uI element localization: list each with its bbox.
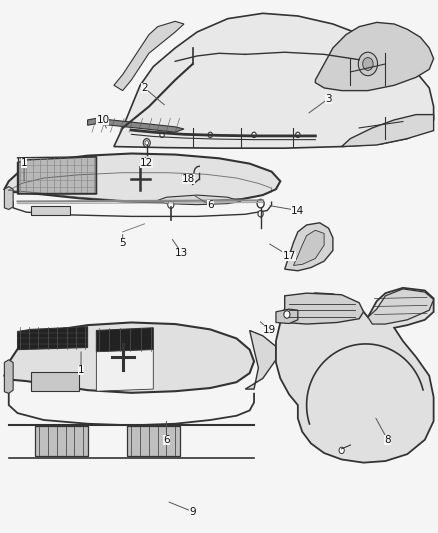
Polygon shape	[4, 154, 280, 203]
Text: 17: 17	[283, 251, 296, 261]
Polygon shape	[96, 350, 153, 391]
Polygon shape	[114, 21, 184, 91]
Circle shape	[339, 447, 344, 454]
Text: 13: 13	[175, 248, 188, 258]
Polygon shape	[88, 118, 184, 132]
Text: 14: 14	[291, 206, 304, 215]
Bar	[31, 372, 79, 391]
Circle shape	[208, 132, 212, 138]
Bar	[31, 206, 70, 215]
Text: 2: 2	[141, 83, 148, 93]
Polygon shape	[114, 13, 434, 148]
Circle shape	[358, 52, 378, 76]
Circle shape	[143, 139, 150, 147]
Polygon shape	[4, 322, 254, 393]
Circle shape	[258, 211, 263, 217]
Polygon shape	[158, 195, 241, 205]
Polygon shape	[4, 360, 13, 393]
Polygon shape	[18, 327, 88, 350]
Circle shape	[160, 132, 164, 138]
Text: 3: 3	[325, 94, 332, 103]
Text: 8: 8	[384, 435, 391, 445]
Circle shape	[252, 132, 256, 138]
Circle shape	[296, 132, 300, 138]
Text: 1: 1	[21, 158, 28, 167]
Polygon shape	[245, 330, 276, 389]
Text: 5: 5	[119, 238, 126, 247]
Polygon shape	[293, 230, 324, 265]
Text: 9: 9	[189, 507, 196, 516]
Polygon shape	[368, 289, 434, 324]
Text: 6: 6	[207, 200, 214, 210]
Text: 1: 1	[78, 366, 85, 375]
Polygon shape	[315, 22, 434, 91]
Circle shape	[145, 141, 148, 145]
Circle shape	[168, 201, 174, 208]
Polygon shape	[285, 223, 333, 271]
Polygon shape	[276, 288, 434, 463]
Text: 6: 6	[163, 435, 170, 445]
Polygon shape	[342, 115, 434, 147]
Bar	[35, 426, 88, 456]
Text: 19: 19	[263, 326, 276, 335]
Polygon shape	[4, 187, 13, 209]
Text: 18: 18	[182, 174, 195, 183]
Text: 12: 12	[140, 158, 153, 167]
Circle shape	[257, 199, 264, 208]
Circle shape	[363, 58, 373, 70]
Polygon shape	[96, 328, 153, 352]
Circle shape	[284, 311, 290, 318]
Polygon shape	[276, 309, 298, 324]
Bar	[127, 426, 180, 456]
Text: 10: 10	[96, 115, 110, 125]
Polygon shape	[18, 157, 96, 194]
Polygon shape	[285, 293, 364, 324]
